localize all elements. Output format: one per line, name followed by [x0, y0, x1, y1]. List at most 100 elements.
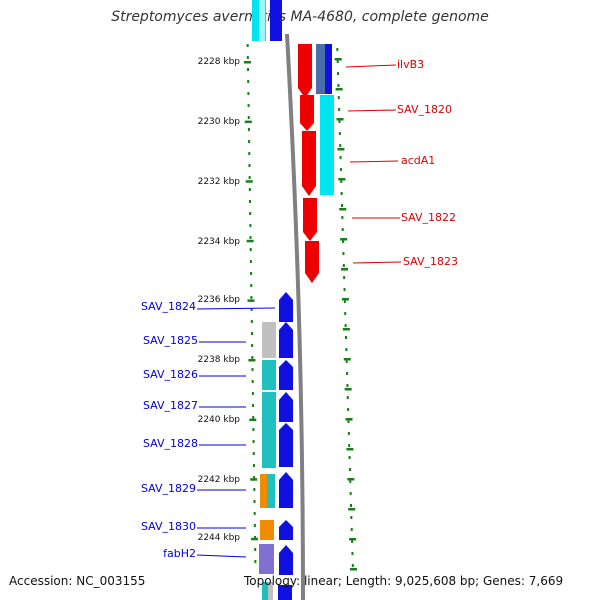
gene-SAV_1824	[279, 292, 293, 322]
guide-dot	[247, 80, 250, 83]
guide-dot	[248, 176, 251, 179]
guide-dot	[251, 380, 254, 383]
ruler-label: 2228 kbp	[198, 57, 241, 67]
gene-label-SAV_1828: SAV_1828	[143, 437, 198, 450]
domain-teal-3	[267, 474, 275, 508]
ruler-label: 2240 kbp	[198, 415, 241, 425]
guide-dot	[339, 144, 342, 147]
guide-dot	[253, 488, 256, 491]
guide-dot	[351, 540, 354, 543]
guide-dot	[351, 552, 354, 555]
guide-dot	[251, 392, 254, 395]
ruler-tick	[334, 58, 342, 61]
guide-dot	[347, 408, 350, 411]
guide-dot	[253, 524, 256, 527]
guide-dot	[248, 164, 251, 167]
guide-dot	[248, 188, 251, 191]
guide-dot	[336, 60, 339, 63]
guide-dot	[249, 236, 252, 239]
gene-bottom-partial	[278, 585, 292, 600]
dotted-guides	[246, 44, 354, 567]
guide-dot	[346, 372, 349, 375]
gene-ilvB3	[298, 44, 312, 98]
feature-top-highlight	[259, 0, 265, 41]
gene-SAV_1830	[279, 520, 293, 540]
guide-dot	[252, 440, 255, 443]
guide-dot	[249, 224, 252, 227]
guide-dot	[248, 152, 251, 155]
gene-label-SAV_1822: SAV_1822	[401, 211, 456, 224]
guide-dot	[247, 92, 250, 95]
guide-dot	[349, 492, 352, 495]
ruler-label: 2232 kbp	[198, 177, 241, 187]
guide-dot	[338, 132, 341, 135]
guide-dot	[250, 332, 253, 335]
forward-labels: ilvB3 SAV_1820 acdA1 SAV_1822 SAV_1823	[397, 58, 458, 268]
ruler-label: 2234 kbp	[198, 237, 241, 247]
guide-dot	[246, 44, 249, 47]
guide-dot	[344, 312, 347, 315]
guide-dot	[250, 320, 253, 323]
gene-label-ilvB3: ilvB3	[397, 58, 424, 71]
guide-dot	[342, 252, 345, 255]
guide-dot	[251, 356, 254, 359]
map-title: Streptomyces avermitilis MA-4680, comple…	[111, 9, 489, 25]
guide-dot	[250, 308, 253, 311]
domain-steelblue	[316, 44, 325, 94]
guide-dot	[342, 240, 345, 243]
domain-cyan	[320, 95, 334, 195]
ruler-tick	[251, 537, 259, 541]
reverse-genes	[259, 292, 293, 600]
guide-dot	[346, 396, 349, 399]
guide-dot	[336, 48, 339, 51]
domain-gray	[262, 322, 276, 358]
ruler-tick	[342, 328, 350, 331]
forward-genes	[298, 44, 334, 283]
guide-dot	[347, 420, 350, 423]
accession-text: Accession: NC_003155	[9, 574, 146, 588]
gene-label-SAV_1826: SAV_1826	[143, 368, 198, 381]
ruler-labels: 2228 kbp 2230 kbp 2232 kbp 2234 kbp 2236…	[198, 57, 241, 543]
guide-dot	[249, 212, 252, 215]
guide-dot	[247, 68, 250, 71]
guide-dot	[247, 128, 250, 131]
ruler-tick	[245, 180, 253, 183]
guide-dot	[253, 512, 256, 515]
gene-SAV_1823	[305, 241, 319, 283]
guide-dot	[343, 276, 346, 279]
guide-dot	[348, 468, 351, 471]
reverse-label-lines	[196, 307, 276, 558]
gene-SAV_1827	[279, 392, 293, 422]
guide-dot	[254, 548, 257, 551]
ruler-tick	[341, 268, 349, 271]
guide-dot	[337, 72, 340, 75]
gene-SAV_1828	[279, 423, 293, 467]
gene-SAV_1822	[303, 198, 317, 241]
guide-dot	[252, 404, 255, 407]
gene-label-SAV_1824: SAV_1824	[141, 300, 196, 313]
guide-dot	[250, 284, 253, 287]
ruler-tick	[345, 418, 353, 421]
guide-dot	[340, 192, 343, 195]
domain-teal-1	[262, 360, 276, 390]
ruler-tick	[348, 508, 356, 511]
reverse-labels: SAV_1824 SAV_1825 SAV_1826 SAV_1827 SAV_…	[141, 300, 198, 560]
guide-dot	[247, 104, 250, 107]
guide-dot	[345, 348, 348, 351]
summary-text: Topology: linear; Length: 9,025,608 bp; …	[244, 574, 564, 588]
ruler-tick	[349, 538, 357, 541]
guide-dot	[250, 272, 253, 275]
domain-gray-bottom	[268, 582, 273, 600]
ruler-tick	[248, 359, 256, 362]
guide-dot	[340, 180, 343, 183]
guide-dot	[252, 428, 255, 431]
guide-dot	[249, 260, 252, 263]
genome-backbone	[285, 33, 305, 600]
guide-dot	[246, 56, 249, 59]
guide-dot	[252, 464, 255, 467]
ruler-tick	[341, 298, 349, 301]
domain-purple	[259, 544, 274, 574]
ruler-tick	[337, 148, 345, 151]
ruler-tick	[247, 299, 255, 302]
